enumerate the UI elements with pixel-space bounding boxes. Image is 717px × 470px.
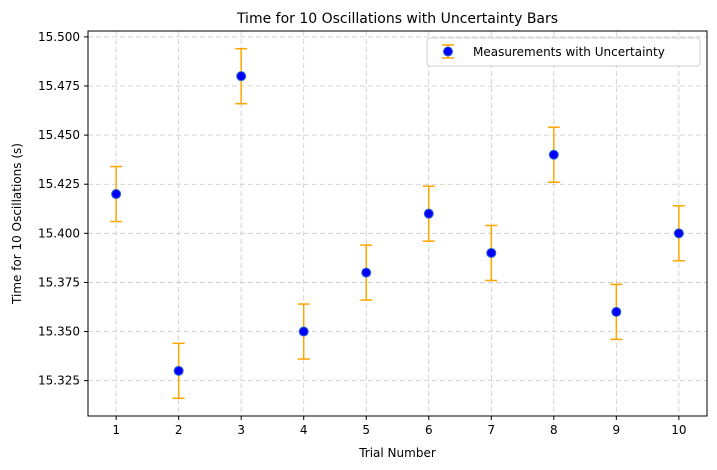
data-point xyxy=(361,267,372,278)
x-axis-label: Trial Number xyxy=(358,446,436,460)
x-tick-label: 7 xyxy=(487,423,495,437)
chart-title: Time for 10 Oscillations with Uncertaint… xyxy=(236,11,558,27)
legend-label: Measurements with Uncertainty xyxy=(473,45,665,59)
x-tick-label: 1 xyxy=(112,423,120,437)
x-tick-label: 9 xyxy=(613,423,621,437)
y-tick-label: 15.325 xyxy=(38,374,80,388)
y-axis-label: Time for 10 Oscillations (s) xyxy=(10,143,24,305)
legend-box xyxy=(426,37,701,67)
data-point xyxy=(298,326,309,337)
data-point xyxy=(548,149,559,160)
x-tick-label: 6 xyxy=(425,423,433,437)
grid xyxy=(88,31,707,416)
x-tick-label: 3 xyxy=(237,423,245,437)
y-tick-label: 15.350 xyxy=(38,325,80,339)
legend-marker-icon xyxy=(443,46,453,57)
data-point xyxy=(111,189,122,200)
error-bars xyxy=(110,47,685,400)
x-tick-label: 8 xyxy=(550,423,558,437)
plot-area-frame xyxy=(87,30,708,417)
y-tick-label: 15.400 xyxy=(38,226,80,240)
x-axis-ticks: 1 2 3 4 5 6 7 8 9 10 xyxy=(112,416,687,437)
data-point xyxy=(423,208,434,219)
data-points xyxy=(111,71,684,376)
x-tick-label: 10 xyxy=(671,423,686,437)
y-tick-label: 15.500 xyxy=(38,30,80,44)
legend: Measurements with Uncertainty xyxy=(426,37,701,67)
x-tick-label: 4 xyxy=(300,423,308,437)
x-tick-label: 2 xyxy=(175,423,183,437)
data-point xyxy=(673,228,684,239)
y-tick-label: 15.450 xyxy=(38,128,80,142)
data-point xyxy=(173,365,184,376)
data-point xyxy=(611,306,622,317)
data-point xyxy=(486,247,497,258)
y-tick-label: 15.425 xyxy=(38,177,80,191)
y-axis-ticks: 15.325 15.350 15.375 15.400 15.425 15.450 15.4… xyxy=(38,30,88,388)
x-tick-label: 5 xyxy=(362,423,370,437)
y-tick-label: 15.375 xyxy=(38,275,80,289)
y-tick-label: 15.475 xyxy=(38,79,80,93)
data-point xyxy=(236,71,247,82)
